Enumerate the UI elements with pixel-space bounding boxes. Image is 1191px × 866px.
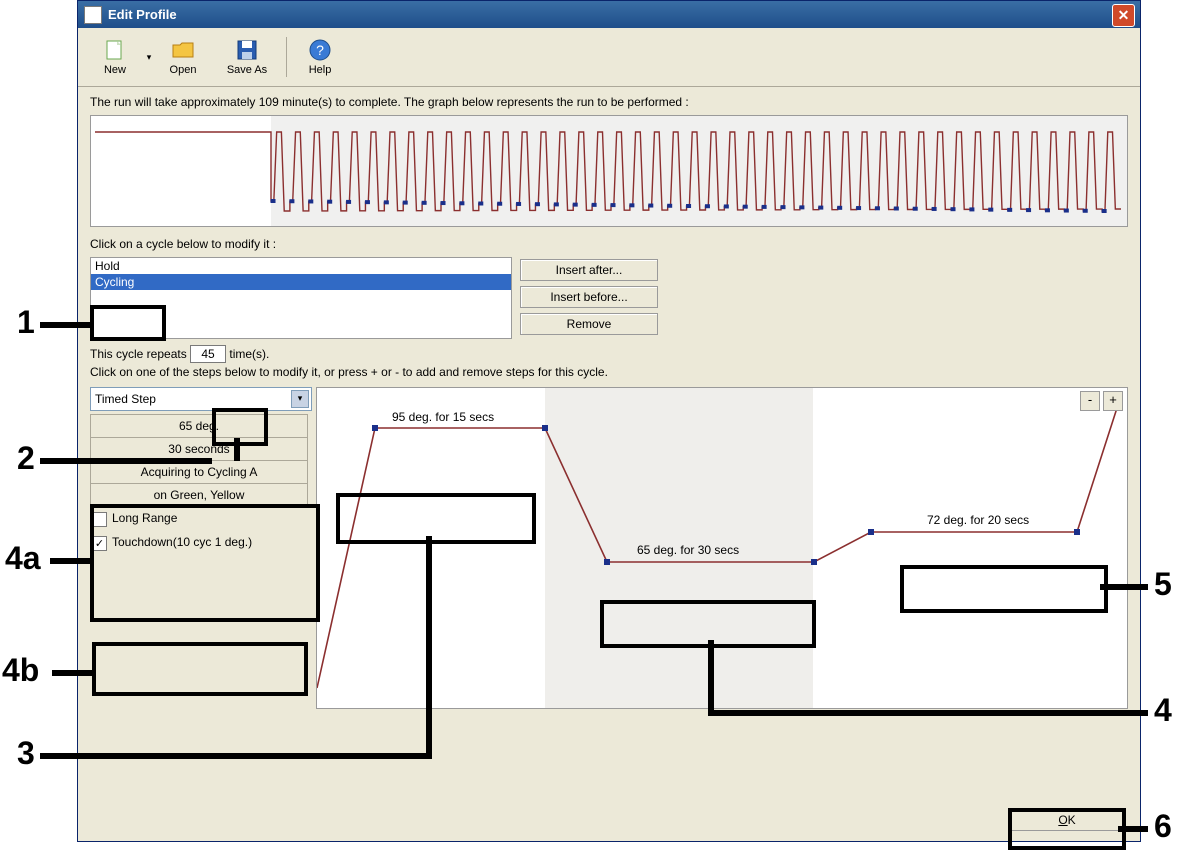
profile-chart-svg — [91, 116, 1127, 226]
remove-step-button[interactable]: - — [1080, 391, 1100, 411]
annotation-line-4h — [708, 710, 1148, 716]
annotation-line-2 — [40, 458, 212, 464]
step-settings-panel: Timed Step ▾ 65 deg. 30 seconds Acquirin… — [90, 387, 308, 709]
step-chart[interactable]: 95 deg. for 15 secs 65 deg. for 30 secs … — [316, 387, 1128, 709]
annotation-label-4: 4 — [1154, 692, 1172, 729]
new-label: New — [104, 64, 126, 76]
save-icon — [235, 38, 259, 62]
step-type-select[interactable]: Timed Step ▾ — [90, 387, 312, 411]
repeat-line: This cycle repeats time(s). — [90, 345, 1128, 363]
annotation-label-4b: 4b — [2, 652, 39, 689]
window-title: Edit Profile — [108, 7, 177, 22]
annotation-line-3 — [40, 753, 432, 759]
long-range-label: Long Range — [112, 511, 177, 525]
click-step-text: Click on one of the steps below to modif… — [90, 365, 1128, 379]
cycle-item-hold[interactable]: Hold — [91, 258, 511, 274]
annotation-line-4v — [708, 640, 714, 716]
annotation-label-4a: 4a — [5, 540, 41, 577]
touchdown-label: Touchdown(10 cyc 1 deg.) — [112, 535, 252, 549]
new-dropdown[interactable]: ▾ — [144, 31, 154, 83]
window-body: The run will take approximately 109 minu… — [78, 87, 1140, 715]
annotation-label-6: 6 — [1154, 808, 1172, 845]
long-range-checkbox[interactable] — [92, 512, 107, 527]
svg-text:?: ? — [316, 42, 324, 58]
repeat-suffix: time(s). — [229, 347, 269, 361]
saveas-label: Save As — [227, 64, 267, 76]
annotation-label-3: 3 — [17, 735, 35, 772]
annotation-line-5 — [1100, 584, 1148, 590]
run-info-text: The run will take approximately 109 minu… — [90, 95, 1128, 109]
step-label-1: 95 deg. for 15 secs — [392, 410, 494, 424]
app-icon — [84, 6, 102, 24]
step-temp-button[interactable]: 65 deg. — [90, 414, 308, 438]
toolbar: New ▾ Open Save As ? Help — [78, 28, 1140, 87]
help-icon: ? — [308, 38, 332, 62]
annotation-label-2: 2 — [17, 440, 35, 477]
annotation-label-1: 1 — [17, 304, 35, 341]
new-icon — [103, 38, 127, 62]
open-button[interactable]: Open — [154, 31, 212, 83]
annotation-line-1 — [40, 322, 90, 328]
step-label-3: 72 deg. for 20 secs — [927, 513, 1029, 527]
chevron-down-icon: ▾ — [291, 390, 309, 408]
help-label: Help — [309, 64, 332, 76]
step-label-2: 65 deg. for 30 secs — [637, 543, 739, 557]
annotation-label-5: 5 — [1154, 566, 1172, 603]
remove-button[interactable]: Remove — [520, 313, 658, 335]
step-channels-button[interactable]: on Green, Yellow — [90, 483, 308, 507]
open-icon — [171, 38, 195, 62]
annotation-line-4b — [52, 670, 92, 676]
cycle-item-cycling[interactable]: Cycling — [91, 274, 511, 290]
click-cycle-text: Click on a cycle below to modify it : — [90, 237, 1128, 251]
touchdown-checkbox[interactable]: ✓ — [92, 536, 107, 551]
new-button[interactable]: New — [86, 31, 144, 83]
close-button[interactable]: ✕ — [1112, 4, 1135, 27]
ok-button[interactable]: OK — [1008, 809, 1126, 831]
insert-before-button[interactable]: Insert before... — [520, 286, 658, 308]
repeat-prefix: This cycle repeats — [90, 347, 187, 361]
annotation-line-6 — [1118, 826, 1148, 832]
annotation-line-4a — [50, 558, 90, 564]
repeat-count-input[interactable] — [190, 345, 226, 363]
annotation-line-2v — [234, 438, 240, 461]
annotation-line-3v — [426, 536, 432, 759]
add-step-button[interactable]: + — [1103, 391, 1123, 411]
long-range-row[interactable]: Long Range — [90, 507, 308, 531]
help-button[interactable]: ? Help — [291, 31, 349, 83]
touchdown-row[interactable]: ✓ Touchdown(10 cyc 1 deg.) — [90, 531, 308, 555]
saveas-button[interactable]: Save As — [212, 31, 282, 83]
cycle-listbox[interactable]: Hold Cycling — [90, 257, 512, 339]
open-label: Open — [170, 64, 197, 76]
insert-after-button[interactable]: Insert after... — [520, 259, 658, 281]
toolbar-separator — [286, 37, 287, 77]
profile-overview-chart[interactable] — [90, 115, 1128, 227]
ok-k: K — [1068, 813, 1076, 827]
titlebar: Edit Profile ✕ — [78, 1, 1140, 28]
step-type-value: Timed Step — [95, 392, 156, 406]
